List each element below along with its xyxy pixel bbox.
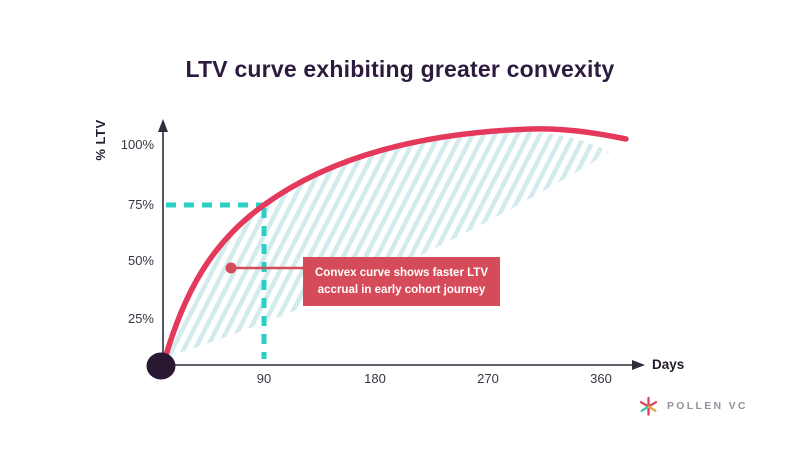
x-tick-270: 270 <box>477 371 499 386</box>
x-tick-90: 90 <box>256 371 272 386</box>
ltv-curve <box>161 126 629 365</box>
x-tick-180: 180 <box>364 371 386 386</box>
y-tick-50: 50% <box>127 253 154 268</box>
x-axis-arrowhead <box>632 360 645 370</box>
callout-box: Convex curve shows faster LTV accrual in… <box>303 257 500 306</box>
y-axis-arrowhead <box>158 119 168 132</box>
x-tick-360: 360 <box>590 371 612 386</box>
y-tick-75: 75% <box>127 197 154 212</box>
pollen-vc-logo: POLLEN VC <box>637 393 748 419</box>
x-axis-label: Days <box>652 357 685 372</box>
chart-title: LTV curve exhibiting greater convexity <box>185 56 615 82</box>
callout-text: Convex curve shows faster LTV accrual in… <box>315 266 488 296</box>
convexity-gap-hatched-area <box>168 131 610 356</box>
origin-dot <box>146 352 176 380</box>
y-tick-25: 25% <box>127 311 154 326</box>
callout-marker-dot <box>225 262 237 274</box>
y-tick-100: 100% <box>120 137 154 152</box>
pollen-logo-star-icon <box>637 395 660 418</box>
pollen-logo-text: POLLEN VC <box>667 400 748 412</box>
